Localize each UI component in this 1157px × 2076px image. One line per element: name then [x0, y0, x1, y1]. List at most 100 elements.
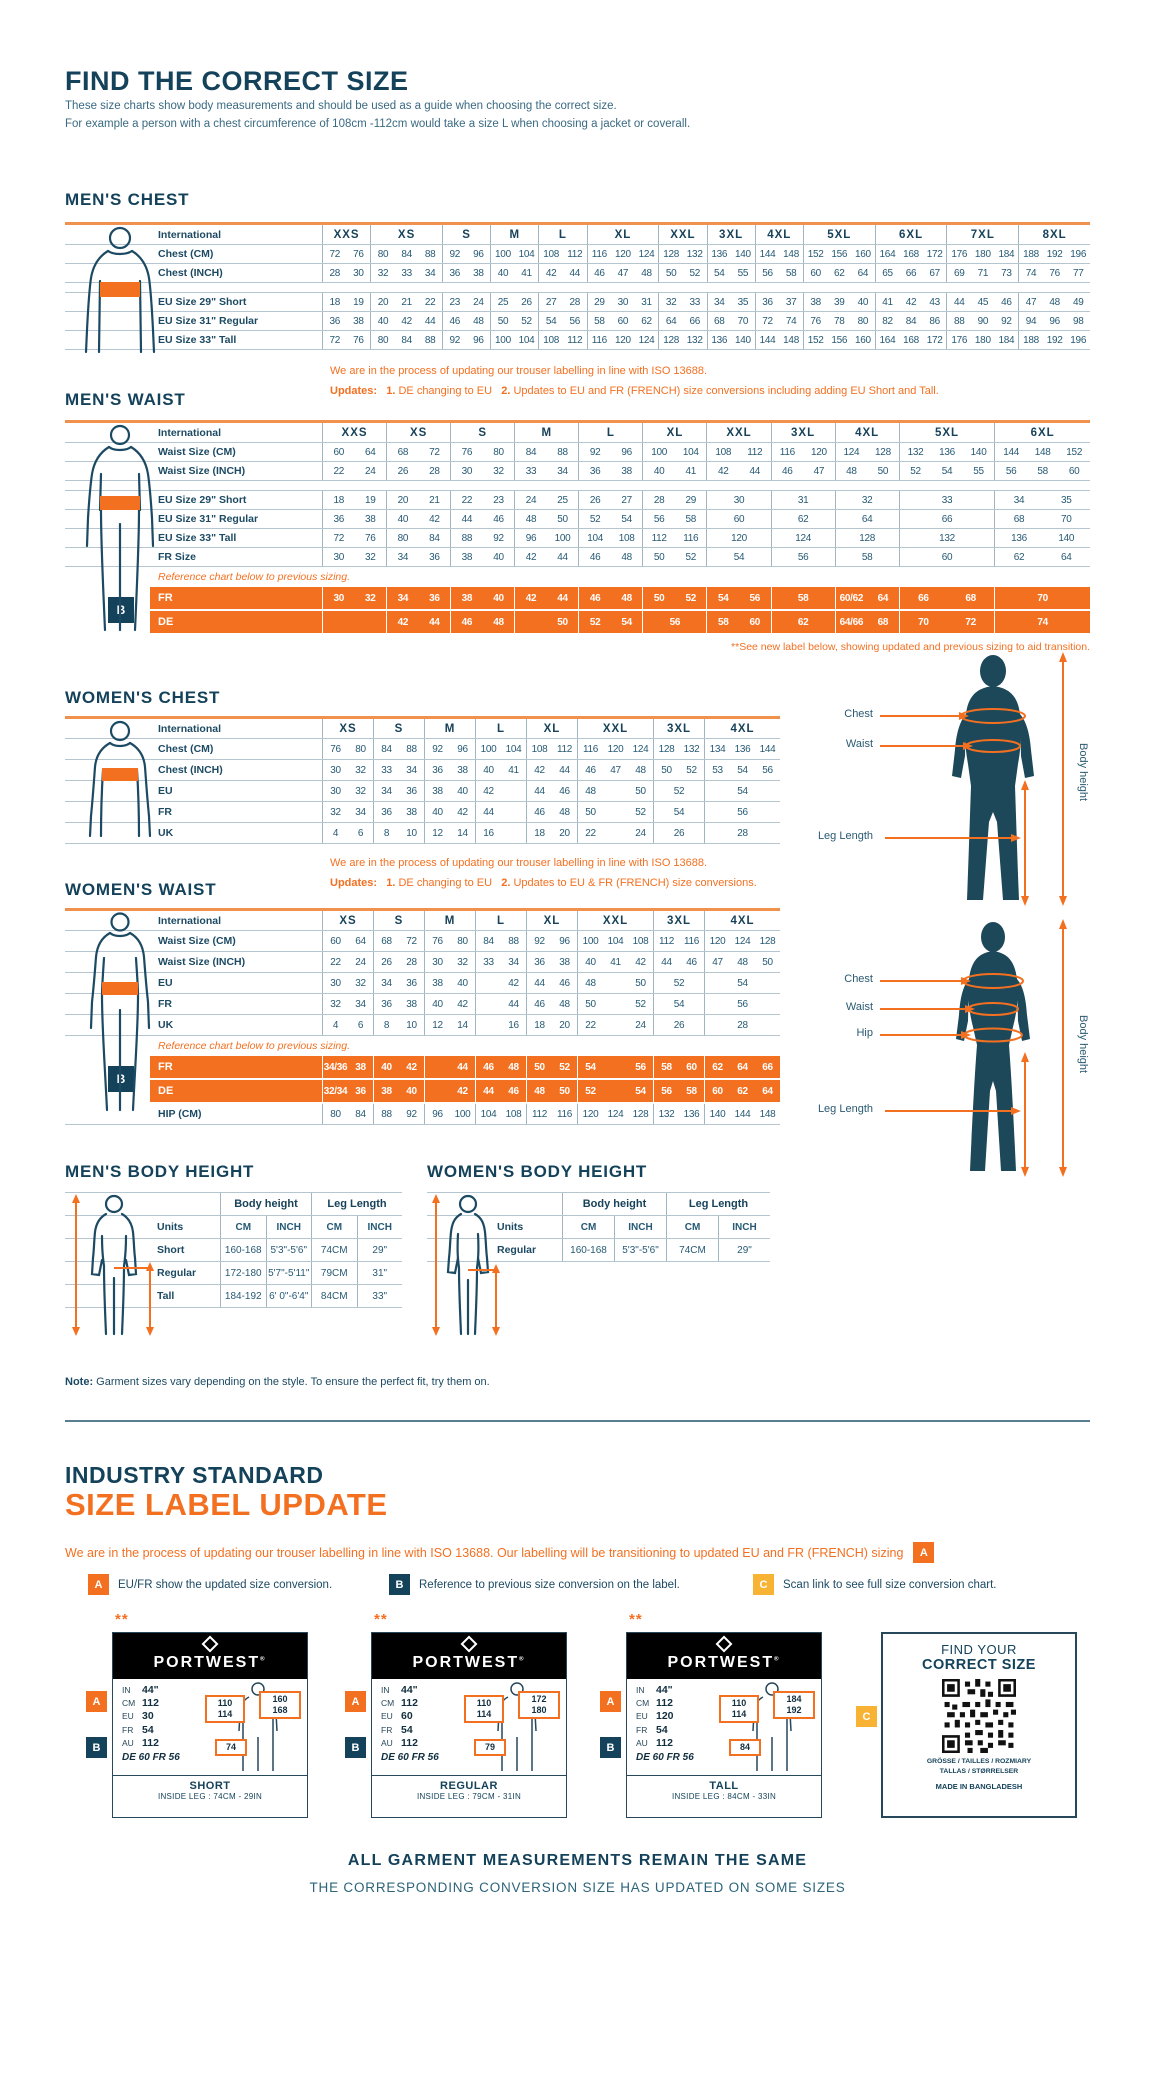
field-value: 44": [656, 1684, 673, 1696]
table-row: EU Size 29" Short 18 19 20 21 22 23 24 25 26 27 28 2…: [65, 491, 1090, 510]
previous-sizing-rows: B FR 34/36 38 40 42 44 46 48 50 52 54 56 58 60 62 64 66…: [108, 1056, 780, 1102]
womens-waist-heading: WOMEN'S WAIST: [65, 880, 217, 899]
size-cell: 80: [355, 743, 366, 755]
size-cell: 116: [683, 935, 700, 947]
size-group: 44 46: [475, 1080, 526, 1102]
size-cell: 47: [617, 267, 629, 279]
stars-marker: **: [374, 1611, 388, 1628]
row-label: Waist Size (INCH): [158, 465, 246, 477]
size-group: 32: [834, 491, 899, 509]
size-cell: 47: [813, 465, 825, 477]
field-value: 112: [401, 1736, 418, 1749]
update-2-text: Updates to EU and FR (FRENCH) size conve…: [510, 384, 939, 397]
size-cell: 53: [712, 764, 723, 776]
size-label-card: ** PORTWEST® A B IN 44" CM 112 EU 60 FR 54 AU 112 DE 6…: [345, 1611, 567, 1818]
size-cell: 48: [846, 465, 857, 477]
size-cell: 68: [397, 446, 409, 458]
size-cell: 42: [534, 764, 545, 776]
size-cell: 34/36: [323, 1061, 348, 1073]
size-cell: 88: [424, 248, 436, 260]
size-cell: 31: [797, 494, 809, 506]
size-cell: 96: [559, 935, 570, 947]
size-group: 132 136: [653, 1104, 704, 1124]
reference-note: Reference chart below to previous sizing…: [158, 571, 351, 583]
size-cell: 34: [508, 956, 519, 968]
size-cell: 132: [686, 248, 703, 260]
unit-header: CM: [666, 1216, 718, 1238]
size-cell: 36: [406, 977, 417, 989]
size-cell: 40: [653, 465, 665, 477]
size-cell: 124: [638, 248, 655, 260]
label-field: FR 54: [627, 1724, 821, 1737]
table-corner-label: International: [158, 426, 222, 439]
size-cell: 66: [905, 267, 917, 279]
group-header: Leg Length: [311, 1193, 402, 1215]
size-group: 40 41: [642, 462, 706, 480]
size-group: 56: [770, 548, 835, 566]
size-group: 56 58: [642, 510, 706, 528]
size-cell: 66: [941, 513, 953, 525]
size-cell: 47: [1025, 296, 1037, 308]
size-column-header: XXS: [322, 423, 386, 442]
size-cell: 36: [381, 806, 392, 818]
table-row: Short 160-168 5'3"-5'6" 74CM 29": [65, 1239, 402, 1262]
intro-line-2: For example a person with a chest circum…: [65, 117, 691, 130]
size-group: 44 45 46: [946, 293, 1018, 311]
qr-card: C FIND YOUR CORRECT SIZE: [856, 1632, 1077, 1818]
size-cell: 56: [569, 315, 580, 327]
size-group: 41 42 43: [874, 293, 947, 311]
size-cell: 132: [686, 334, 703, 346]
size-cell: 140: [709, 1108, 726, 1120]
size-group: 22 24: [322, 462, 386, 480]
size-cell: 47: [712, 956, 723, 968]
size-cell: 148: [783, 248, 799, 260]
size-column-header: XS: [386, 423, 450, 442]
size-cell: 136: [734, 743, 751, 755]
made-in-label: MADE IN BANGLADESH: [935, 1782, 1023, 1792]
size-group: 100 104: [490, 331, 538, 349]
size-cell: 80: [857, 315, 869, 327]
row-label: EU Size 33" Tall: [158, 334, 237, 346]
measurement-box: 74: [215, 1739, 247, 1756]
womens-body-height-heading: WOMEN'S BODY HEIGHT: [427, 1162, 648, 1181]
size-cell: [501, 786, 526, 797]
size-cell: 52: [689, 267, 700, 279]
size-group: 24 25: [514, 491, 578, 509]
size-cell: 35: [737, 296, 749, 308]
size-cell: 34: [355, 998, 366, 1010]
size-cell: 42: [717, 465, 729, 477]
group-header: Leg Length: [666, 1193, 770, 1215]
size-group: 84 88: [475, 931, 526, 951]
size-column-header: M: [490, 225, 538, 244]
waist-label: Waist: [845, 1001, 873, 1013]
size-label-card: ** PORTWEST® A B IN 44" CM 112 EU 120 FR 54 AU 112 DE …: [600, 1611, 822, 1818]
mens-body-height-table: Body height Leg Length Units CM INCH CM INCH Sh…: [65, 1192, 402, 1308]
field-value: 112: [142, 1697, 159, 1710]
size-cell: 40: [493, 551, 504, 563]
row-label: Units: [497, 1221, 524, 1233]
size-group: 60: [898, 548, 995, 566]
size-cell: 132: [658, 1108, 675, 1120]
size-cell: 30: [330, 977, 341, 989]
size-cell: 196: [1070, 248, 1087, 260]
size-cell: [603, 1086, 628, 1097]
size-cell: 46: [686, 956, 697, 968]
stars-marker: **: [115, 1611, 129, 1628]
size-group: 88 92: [450, 529, 514, 547]
value-cell: 5'7"-5'11": [265, 1262, 312, 1284]
label-field: AU 112: [372, 1737, 566, 1750]
size-cell: 38: [457, 764, 468, 776]
row-spacer: [65, 283, 1090, 293]
size-cell: 136: [1011, 532, 1027, 544]
size-cell: 168: [903, 334, 919, 346]
size-column-header: S: [373, 719, 424, 738]
size-cell: 54: [737, 977, 748, 989]
previous-sizing-row: DE 42 44 46 48 50 52 54 56 58 60 62 64/66 68 70 72 74: [150, 611, 1090, 633]
size-cell: 144: [759, 248, 776, 260]
size-cell: 62: [797, 513, 809, 525]
size-cell: 100: [495, 334, 511, 346]
size-cell: 108: [632, 935, 649, 947]
size-cell: 56: [653, 513, 665, 525]
update-1-text: DE changing to EU: [395, 876, 493, 889]
womens-waist-table: International XS S M L XL XXL 3XL 4XL Waist Size …: [65, 908, 780, 1125]
